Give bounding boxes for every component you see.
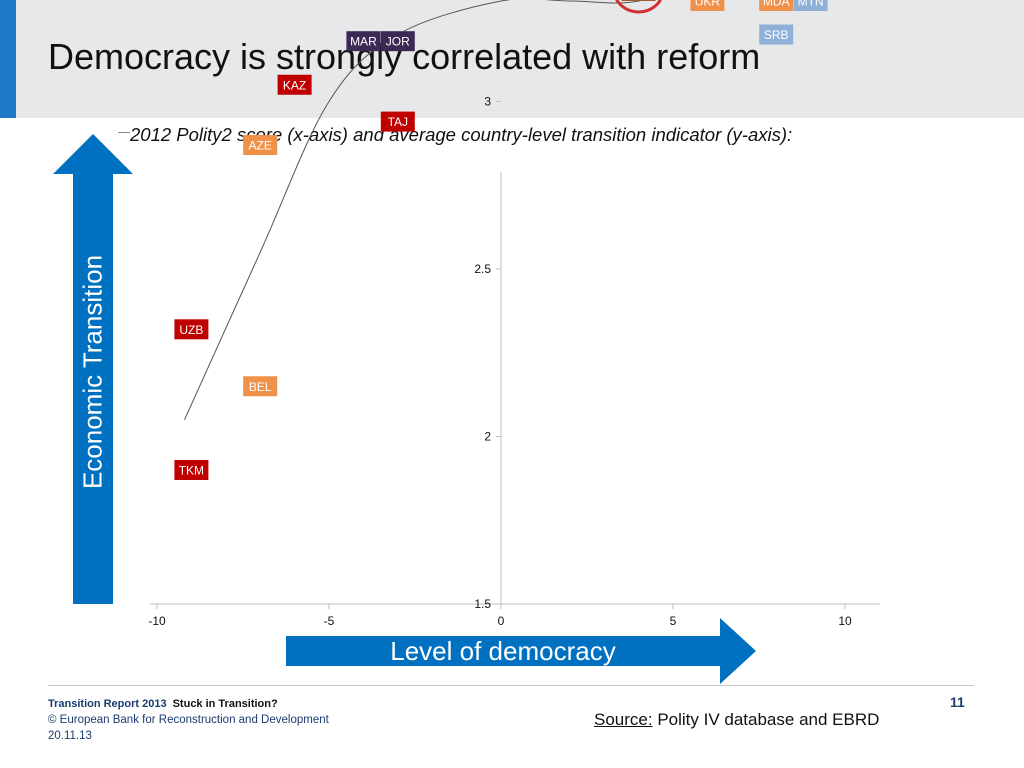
trendline — [184, 0, 646, 420]
y-axis-label: Economic Transition — [77, 254, 108, 490]
x-tick-label: 5 — [670, 614, 677, 628]
data-point-uzb — [174, 319, 209, 340]
data-label-kaz: KAZ — [283, 78, 306, 92]
page-number: 11 — [950, 694, 965, 710]
x-tick-label: -5 — [324, 614, 335, 628]
source-text: Polity IV database and EBRD — [652, 710, 880, 729]
y-tick-label: 1.5 — [474, 597, 491, 611]
data-label-tkm: TKM — [179, 464, 204, 478]
data-label-jor: JOR — [386, 35, 410, 49]
data-label-mda: MDA — [763, 0, 790, 9]
y-tick-label: 2.5 — [474, 262, 491, 276]
x-axis-label: Level of democracy — [390, 636, 616, 666]
footer-report: Transition Report 2013 Stuck in Transitio… — [48, 698, 278, 710]
footer-copyright: © European Bank for Reconstruction and D… — [48, 714, 329, 726]
highlight-ring — [615, 0, 662, 14]
footer-report-title: Transition Report 2013 — [48, 698, 167, 710]
y-arrow — [53, 134, 133, 604]
x-tick-label: 0 — [498, 614, 505, 628]
source-label: Source: — [594, 710, 653, 729]
data-label-mtn: MTN — [798, 0, 824, 9]
footer-rule — [48, 685, 974, 686]
data-label-mar: MAR — [350, 35, 377, 49]
data-point-rus — [621, 0, 656, 1]
x-tick-label: -10 — [148, 614, 166, 628]
data-label-taj: TAJ — [388, 115, 408, 129]
data-point-tkm — [174, 460, 209, 480]
data-label-ukr: UKR — [695, 0, 721, 9]
data-label-aze: AZE — [249, 139, 272, 153]
data-label-bel: BEL — [249, 380, 272, 394]
source-note: Source: Polity IV database and EBRD — [594, 710, 879, 730]
data-point-mar — [346, 31, 381, 52]
chart-subtitle: 2012 Polity2 score (x-axis) and average … — [130, 124, 793, 145]
y-tick-label: 2 — [484, 430, 491, 444]
x-arrow — [286, 618, 756, 684]
data-point-taj — [380, 111, 415, 132]
footer-report-subtitle: Stuck in Transition? — [172, 698, 278, 710]
data-point-bel — [243, 376, 278, 397]
y-tick-label: 3 — [484, 95, 491, 109]
footer-date: 20.11.13 — [48, 730, 92, 742]
x-tick-label: 10 — [838, 614, 852, 628]
data-point-aze — [243, 135, 278, 156]
data-label-uzb: UZB — [179, 323, 203, 337]
data-point-kaz — [277, 74, 312, 95]
data-point-mtn — [793, 0, 828, 11]
header-bar — [0, 0, 1024, 118]
data-point-ukr — [690, 0, 725, 11]
data-point-mda — [759, 0, 794, 11]
header-accent-bar — [0, 0, 16, 118]
subtitle-rule — [118, 132, 130, 133]
data-point-srb — [759, 24, 794, 45]
data-label-srb: SRB — [764, 28, 789, 42]
data-point-jor — [380, 31, 415, 52]
